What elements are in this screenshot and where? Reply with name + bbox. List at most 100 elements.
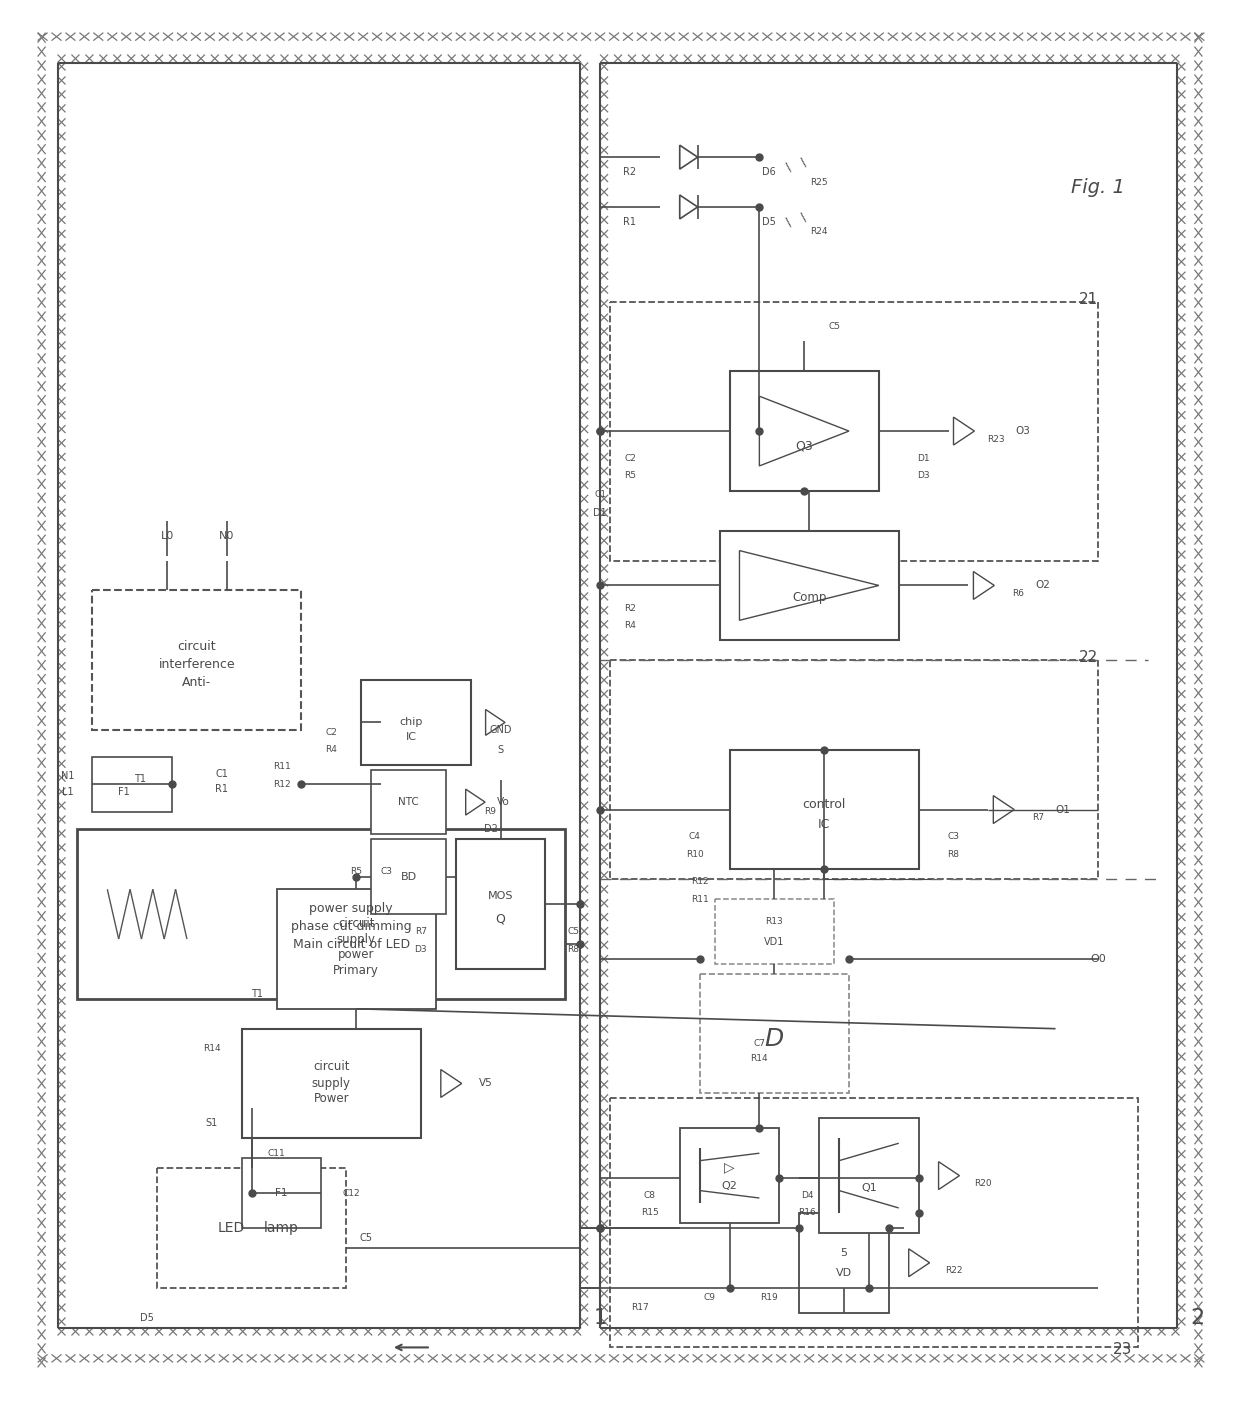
Text: C1: C1 xyxy=(216,769,228,779)
Text: Vo: Vo xyxy=(497,797,510,807)
Text: O1: O1 xyxy=(1055,804,1070,814)
Text: D2: D2 xyxy=(484,824,497,835)
Text: D5: D5 xyxy=(140,1313,154,1323)
Text: R13: R13 xyxy=(765,918,784,926)
Text: LED: LED xyxy=(218,1220,246,1234)
Text: C9: C9 xyxy=(703,1293,715,1302)
Text: R19: R19 xyxy=(760,1293,779,1302)
Text: R5: R5 xyxy=(624,471,636,481)
Text: BD: BD xyxy=(401,871,417,881)
Text: R25: R25 xyxy=(810,178,828,186)
Text: R23: R23 xyxy=(987,434,1006,444)
Text: O0: O0 xyxy=(1090,954,1106,964)
Text: R8: R8 xyxy=(947,850,960,859)
Text: C7: C7 xyxy=(754,1040,765,1048)
Bar xyxy=(157,1168,346,1288)
Text: S: S xyxy=(497,745,503,755)
Text: R9: R9 xyxy=(485,807,496,815)
Text: Q: Q xyxy=(496,912,506,926)
Text: N1: N1 xyxy=(61,771,74,782)
Bar xyxy=(242,1028,420,1138)
Bar xyxy=(361,679,471,765)
Bar xyxy=(714,899,835,964)
Text: C1: C1 xyxy=(594,490,606,499)
Text: chip: chip xyxy=(399,717,423,727)
Text: Q3: Q3 xyxy=(795,440,813,453)
Text: D6: D6 xyxy=(763,167,776,177)
Text: D1: D1 xyxy=(918,454,930,464)
Text: F1: F1 xyxy=(275,1188,288,1198)
Text: IC: IC xyxy=(405,733,417,743)
Text: lamp: lamp xyxy=(264,1220,299,1234)
Text: 1: 1 xyxy=(594,1307,606,1328)
Text: phase cut dimming: phase cut dimming xyxy=(291,919,412,933)
Text: F1: F1 xyxy=(118,787,130,797)
Text: D3: D3 xyxy=(414,944,428,954)
Text: 2: 2 xyxy=(1190,1307,1204,1328)
Text: R14: R14 xyxy=(203,1044,221,1054)
Text: supply: supply xyxy=(337,933,376,946)
Text: Fig. 1: Fig. 1 xyxy=(1071,178,1125,196)
Text: R1: R1 xyxy=(216,785,228,794)
Text: L1: L1 xyxy=(62,787,73,797)
Text: /: / xyxy=(784,216,795,228)
Text: VD: VD xyxy=(836,1268,852,1278)
Bar xyxy=(277,890,435,1009)
Text: R4: R4 xyxy=(325,745,337,754)
Text: D4: D4 xyxy=(801,1191,813,1199)
Text: Anti-: Anti- xyxy=(182,675,212,688)
Text: R6: R6 xyxy=(1012,588,1024,598)
Text: T1: T1 xyxy=(134,775,146,785)
Text: T1: T1 xyxy=(250,989,263,999)
Bar xyxy=(610,1098,1137,1348)
Text: 5: 5 xyxy=(841,1248,847,1258)
Text: R14: R14 xyxy=(750,1054,769,1063)
Text: interference: interference xyxy=(159,657,236,671)
Text: control: control xyxy=(802,799,846,811)
Text: Power: Power xyxy=(314,1091,350,1105)
Text: R7: R7 xyxy=(415,926,427,936)
Text: power supply: power supply xyxy=(310,902,393,915)
Text: R11: R11 xyxy=(691,895,708,904)
Text: Comp: Comp xyxy=(792,591,826,604)
Bar xyxy=(729,371,879,490)
Bar xyxy=(610,301,1097,560)
Polygon shape xyxy=(680,195,698,219)
Text: /: / xyxy=(784,161,795,174)
Text: R16: R16 xyxy=(799,1209,816,1217)
Text: Primary: Primary xyxy=(334,964,379,978)
Text: C3: C3 xyxy=(947,832,960,841)
Text: C4: C4 xyxy=(688,832,701,841)
Bar xyxy=(77,829,565,999)
Text: circuit: circuit xyxy=(312,1061,350,1073)
Text: 22: 22 xyxy=(1079,650,1097,665)
Bar xyxy=(371,839,446,913)
Text: C5: C5 xyxy=(567,926,579,936)
Text: R4: R4 xyxy=(624,621,636,630)
Text: C8: C8 xyxy=(644,1191,656,1199)
Text: circuit: circuit xyxy=(177,640,216,653)
Text: R20: R20 xyxy=(975,1180,992,1188)
Text: IC: IC xyxy=(818,818,831,831)
Bar xyxy=(800,1213,889,1313)
Text: /: / xyxy=(799,156,810,168)
Text: V5: V5 xyxy=(479,1079,492,1089)
Text: /: / xyxy=(799,210,810,223)
Text: D5: D5 xyxy=(763,217,776,227)
Text: Q2: Q2 xyxy=(722,1181,738,1191)
Text: R8: R8 xyxy=(567,944,579,954)
Text: C5: C5 xyxy=(360,1233,373,1243)
Text: R24: R24 xyxy=(811,227,828,237)
Text: VD1: VD1 xyxy=(764,936,785,947)
Text: R1: R1 xyxy=(624,217,636,227)
Text: GND: GND xyxy=(490,724,512,736)
Bar xyxy=(92,757,172,811)
Text: C5: C5 xyxy=(828,322,839,331)
Text: R12: R12 xyxy=(691,877,708,885)
Text: R17: R17 xyxy=(631,1303,649,1313)
Text: S1: S1 xyxy=(206,1118,218,1128)
Text: N0: N0 xyxy=(219,531,234,541)
Text: 21: 21 xyxy=(1079,291,1097,307)
Bar xyxy=(719,531,899,640)
Text: D: D xyxy=(765,1027,784,1051)
